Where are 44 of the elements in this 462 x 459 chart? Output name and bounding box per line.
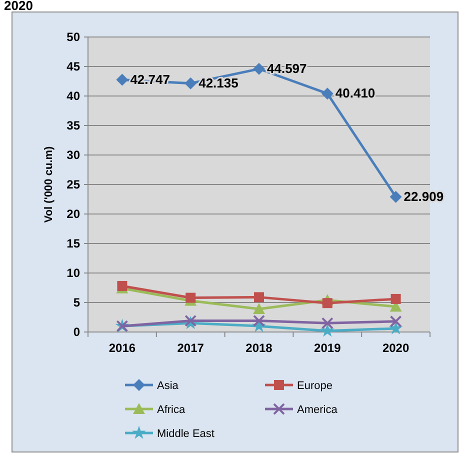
y-tick-label: 40 bbox=[66, 89, 80, 104]
data-label: 22.909 bbox=[404, 188, 444, 204]
point bbox=[321, 88, 334, 100]
chart-title: 2020 bbox=[4, 0, 33, 13]
y-tick-label: 25 bbox=[66, 178, 80, 192]
point bbox=[390, 190, 402, 203]
x-tick-label: 2018 bbox=[246, 341, 273, 355]
point bbox=[253, 314, 265, 327]
y-axis-title: Vol ('000 cu.m) bbox=[43, 146, 55, 223]
point bbox=[253, 302, 265, 314]
point bbox=[184, 77, 197, 90]
data-label: 44.597 bbox=[267, 60, 307, 76]
y-tick-label: 30 bbox=[66, 148, 80, 162]
point bbox=[388, 321, 403, 334]
point bbox=[116, 74, 128, 86]
y-tick-label: 15 bbox=[66, 236, 80, 251]
y-tick-label: 45 bbox=[66, 60, 80, 74]
legend-label: Africa bbox=[157, 404, 186, 416]
x-tick-label: 2017 bbox=[177, 341, 204, 355]
x-tick-label: 2019 bbox=[314, 341, 342, 355]
legend-label: Middle East bbox=[157, 428, 214, 440]
point bbox=[321, 317, 334, 330]
point bbox=[390, 315, 402, 328]
y-tick-label: 0 bbox=[73, 325, 80, 340]
x-tick-label: 2020 bbox=[382, 341, 410, 355]
y-tick-label: 10 bbox=[66, 266, 80, 280]
point bbox=[390, 294, 401, 304]
point bbox=[184, 314, 197, 327]
legend-label: Asia bbox=[157, 380, 180, 392]
data-label: 42.135 bbox=[198, 75, 238, 90]
y-tick-label: 50 bbox=[66, 30, 80, 44]
y-tick-label: 20 bbox=[66, 207, 80, 222]
y-tick-label: 35 bbox=[66, 118, 80, 133]
y-tick-label: 5 bbox=[73, 296, 80, 310]
data-label: 40.410 bbox=[335, 86, 376, 101]
point bbox=[254, 292, 264, 302]
point bbox=[320, 324, 334, 337]
legend-label: America bbox=[297, 404, 338, 416]
point bbox=[186, 292, 196, 303]
point bbox=[253, 62, 265, 75]
legend-label: Europe bbox=[297, 380, 332, 392]
x-tick-label: 2016 bbox=[108, 341, 136, 355]
point bbox=[117, 280, 128, 291]
point bbox=[322, 298, 332, 308]
